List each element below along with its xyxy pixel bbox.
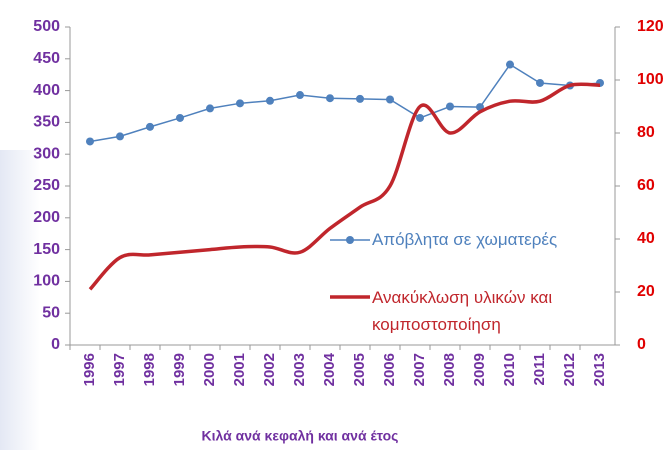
data-point — [206, 104, 214, 113]
y-tick-label: 0 — [51, 336, 60, 353]
series-line — [89, 63, 601, 143]
data-point — [116, 132, 124, 141]
y2-tick-label: 60 — [637, 177, 655, 194]
x-tick-label: 2010 — [501, 353, 518, 386]
data-point — [356, 94, 364, 103]
x-tick-label: 2002 — [261, 353, 278, 386]
data-point — [506, 60, 514, 69]
x-tick-label: 1996 — [81, 353, 98, 386]
y-tick-label: 300 — [33, 145, 60, 162]
legend-marker — [346, 236, 354, 244]
x-tick-label: 2011 — [531, 353, 548, 386]
data-point — [176, 113, 184, 122]
x-tick-label: 2004 — [321, 352, 338, 386]
data-point — [326, 94, 334, 103]
y-tick-label: 450 — [33, 50, 60, 67]
data-point — [416, 113, 424, 122]
data-point — [236, 99, 244, 108]
legend-label: Ανακύκλωση υλικών και κομποστοποίηση — [372, 288, 553, 334]
series-line — [88, 82, 601, 291]
x-tick-label: 2003 — [291, 353, 308, 386]
y-tick-label: 250 — [33, 177, 60, 194]
x-tick-label: 1998 — [141, 353, 158, 386]
x-tick-label: 2005 — [351, 353, 368, 386]
y-tick-label: 350 — [33, 114, 60, 131]
y2-tick-label: 20 — [637, 283, 655, 300]
x-tick-label: 1999 — [171, 353, 188, 386]
data-point — [446, 102, 454, 111]
data-point — [146, 122, 154, 131]
data-point — [296, 91, 304, 100]
x-axis-label: Κιλά ανά κεφαλή και ανά έτος — [202, 428, 399, 444]
background-shade — [0, 150, 40, 450]
x-tick-label: 2013 — [591, 353, 608, 386]
y2-tick-label: 120 — [637, 18, 664, 35]
legend-label: Απόβλητα σε χωματερές — [372, 230, 558, 249]
x-tick-label: 2000 — [201, 353, 218, 386]
y-tick-label: 50 — [42, 304, 60, 321]
x-tick-label: 2001 — [231, 353, 248, 386]
y-tick-label: 100 — [33, 273, 60, 290]
y2-tick-label: 80 — [637, 124, 655, 141]
y2-tick-label: 100 — [637, 71, 664, 88]
y2-tick-label: 0 — [637, 336, 646, 353]
data-point — [86, 137, 94, 146]
y-tick-label: 150 — [33, 241, 60, 258]
x-tick-label: 2012 — [561, 353, 578, 386]
x-tick-label: 2009 — [471, 353, 488, 386]
y-tick-label: 400 — [33, 82, 60, 99]
y-tick-label: 200 — [33, 209, 60, 226]
x-tick-label: 2007 — [411, 353, 428, 386]
x-tick-label: 1997 — [111, 353, 128, 386]
data-point — [386, 95, 394, 104]
y-tick-label: 500 — [33, 18, 60, 35]
y2-tick-label: 40 — [637, 230, 655, 247]
x-tick-label: 2008 — [441, 353, 458, 386]
x-tick-label: 2006 — [381, 353, 398, 386]
data-point — [536, 78, 544, 87]
data-point — [266, 96, 274, 105]
